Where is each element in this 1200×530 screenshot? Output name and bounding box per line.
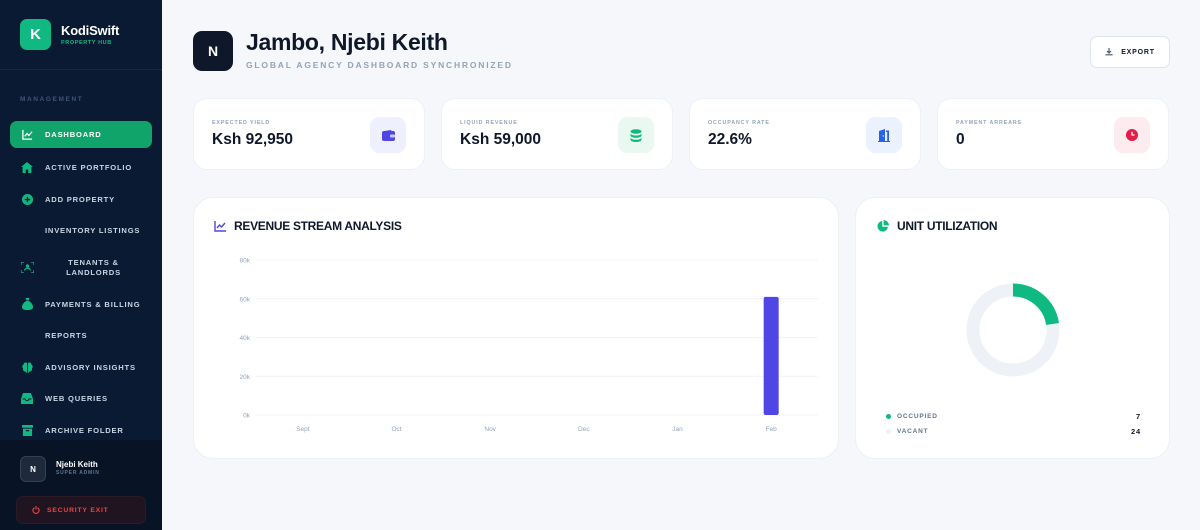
- stat-value: Ksh 59,000: [460, 131, 541, 148]
- y-tick-label: 0k: [243, 413, 251, 420]
- x-tick-label: Dec: [578, 426, 590, 433]
- legend-row-occupied: OCCUPIED 7: [886, 412, 1141, 421]
- x-tick-label: Jan: [672, 426, 683, 433]
- list-icon: [20, 224, 34, 238]
- stat-card-payment-arrears: PAYMENT ARREARS 0: [937, 98, 1169, 170]
- page-title: Jambo, Njebi Keith: [246, 29, 448, 55]
- sidebar-item-web-queries[interactable]: Web Queries: [10, 383, 152, 415]
- sidebar-item-label: Reports: [45, 331, 88, 340]
- utilization-panel-title: UNIT UTILIZATION: [877, 219, 998, 233]
- user-panel: N Njebi Keith SUPER ADMIN SECURITY EXIT: [0, 440, 162, 530]
- header-avatar: N: [193, 31, 233, 71]
- brand-name: KodiSwift: [61, 23, 120, 38]
- sidebar-item-label: Web Queries: [45, 394, 108, 403]
- chart-line-icon: [214, 220, 226, 232]
- sidebar-item-tenants-landlords[interactable]: Tenants & Landlords: [10, 247, 152, 289]
- stat-card-liquid-revenue: LIQUID REVENUE Ksh 59,000: [441, 98, 673, 170]
- y-tick-label: 20k: [240, 374, 251, 381]
- revenue-panel-title: REVENUE STREAM ANALYSIS: [214, 219, 402, 233]
- sidebar-item-dashboard[interactable]: Dashboard: [10, 121, 152, 148]
- y-tick-label: 60k: [240, 296, 251, 303]
- y-tick-label: 40k: [240, 335, 251, 342]
- house-icon: [20, 161, 34, 175]
- page-subtitle: GLOBAL AGENCY DASHBOARD SYNCHRONIZED: [246, 60, 513, 70]
- sidebar-item-label: Dashboard: [45, 129, 102, 139]
- revenue-stream-panel: REVENUE STREAM ANALYSIS 0k 20k 40k 60k 80k Se…: [193, 197, 839, 459]
- wallet-icon: [370, 117, 406, 153]
- sidebar-item-label: Add Property: [45, 194, 115, 204]
- stat-card-expected-yield: EXPECTED YIELD Ksh 92,950: [193, 98, 425, 170]
- stat-label: LIQUID REVENUE: [460, 120, 518, 126]
- sidebar-item-label: Archive Folder: [45, 425, 124, 435]
- brand-logo: K: [20, 19, 51, 50]
- brain-icon: [20, 360, 34, 374]
- chart-line-icon: [20, 128, 34, 142]
- x-tick-label: Feb: [766, 426, 778, 433]
- stat-value: 0: [956, 131, 965, 148]
- stat-label: OCCUPANCY RATE: [708, 120, 770, 126]
- legend-dot: [886, 429, 891, 434]
- sidebar-item-label: Inventory Listings: [45, 226, 141, 235]
- stat-value: Ksh 92,950: [212, 131, 293, 148]
- user-avatar[interactable]: N: [20, 456, 46, 482]
- unit-utilization-panel: UNIT UTILIZATION OCCUPIED 7 VACANT 24: [855, 197, 1170, 459]
- stat-card-occupancy-rate: OCCUPANCY RATE 22.6%: [689, 98, 921, 170]
- sidebar-item-label: Payments & Billing: [45, 299, 141, 309]
- sidebar-item-label: Advisory Insights: [45, 362, 136, 372]
- legend-label: VACANT: [897, 428, 929, 435]
- coins-icon: [618, 117, 654, 153]
- plus-circle-icon: [20, 192, 34, 206]
- legend-dot: [886, 414, 891, 419]
- unit-utilization-donut: [966, 283, 1060, 377]
- sidebar-item-archive-folder[interactable]: Archive Folder: [10, 415, 152, 447]
- stat-label: EXPECTED YIELD: [212, 120, 271, 126]
- user-role: SUPER ADMIN: [56, 470, 100, 476]
- bar[interactable]: [763, 296, 779, 415]
- security-exit-button[interactable]: SECURITY EXIT: [16, 496, 146, 524]
- archive-icon: [20, 423, 34, 437]
- revenue-bar-chart: 0k 20k 40k 60k 80k Sept Oct Nov Dec Jan Feb: [240, 258, 818, 433]
- sidebar-item-label: Tenants & Landlords: [66, 258, 121, 277]
- x-tick-label: Sept: [296, 426, 310, 433]
- legend-value: 7: [1136, 412, 1141, 421]
- legend-value: 24: [1131, 427, 1141, 436]
- sidebar-item-active-portfolio[interactable]: Active Portfolio: [10, 152, 152, 184]
- sidebar-item-add-property[interactable]: Add Property: [10, 184, 152, 216]
- revenue-panel-title-text: REVENUE STREAM ANALYSIS: [234, 219, 402, 233]
- sidebar-item-reports[interactable]: Reports: [10, 320, 152, 352]
- sidebar-nav: Dashboard Active Portfolio Add Property …: [10, 121, 152, 446]
- utilization-panel-title-text: UNIT UTILIZATION: [897, 219, 998, 233]
- sidebar-item-inventory-listings[interactable]: Inventory Listings: [10, 215, 152, 247]
- sidebar-item-label: Active Portfolio: [45, 163, 133, 172]
- legend-row-vacant: VACANT 24: [886, 427, 1141, 436]
- clock-icon: [1114, 117, 1150, 153]
- report-icon: [20, 329, 34, 343]
- export-button[interactable]: EXPORT: [1090, 36, 1170, 68]
- brand-tagline: PROPERTY HUB: [61, 40, 112, 46]
- security-exit-label: SECURITY EXIT: [47, 506, 109, 514]
- door-icon: [866, 117, 902, 153]
- brand[interactable]: K KodiSwift PROPERTY HUB: [0, 0, 162, 70]
- sidebar-section-label: MANAGEMENT: [20, 96, 84, 103]
- stat-value: 22.6%: [708, 131, 752, 148]
- scan-users-icon: [20, 261, 34, 275]
- power-icon: [31, 503, 41, 517]
- x-tick-label: Oct: [391, 426, 401, 433]
- pie-chart-icon: [877, 220, 889, 232]
- legend-label: OCCUPIED: [897, 413, 938, 420]
- sidebar-item-payments-billing[interactable]: Payments & Billing: [10, 289, 152, 321]
- user-name: Njebi Keith: [56, 460, 98, 469]
- stat-label: PAYMENT ARREARS: [956, 120, 1022, 126]
- y-tick-label: 80k: [240, 258, 251, 265]
- inbox-icon: [20, 392, 34, 406]
- download-icon: [1105, 48, 1113, 56]
- money-bag-icon: [20, 297, 34, 311]
- donut-slice[interactable]: [966, 283, 1060, 377]
- export-label: EXPORT: [1121, 48, 1155, 56]
- sidebar-item-advisory-insights[interactable]: Advisory Insights: [10, 352, 152, 384]
- sidebar: K KodiSwift PROPERTY HUB MANAGEMENT Dash…: [0, 0, 162, 530]
- x-tick-label: Nov: [484, 426, 496, 433]
